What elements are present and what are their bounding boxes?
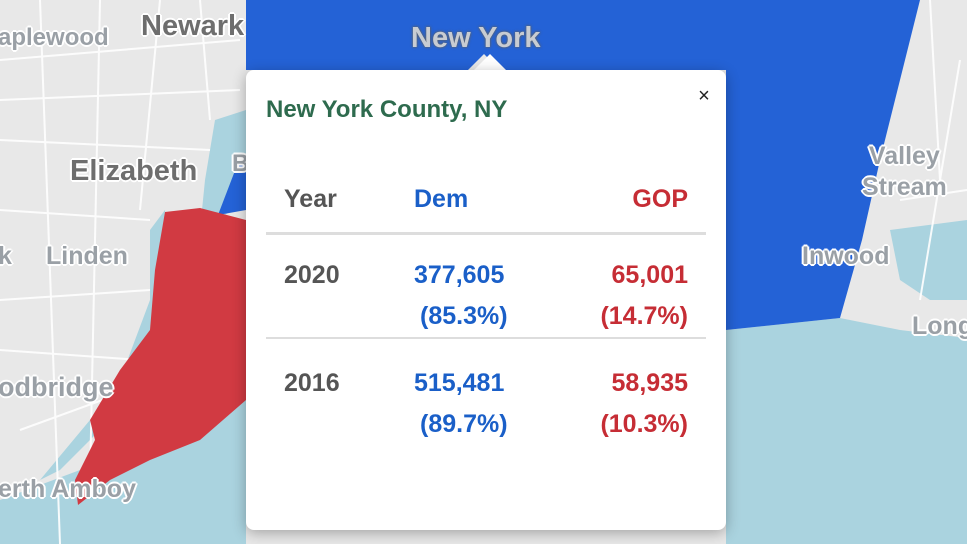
- place-label-linden: Linden: [46, 242, 128, 270]
- column-header-year: Year: [266, 166, 414, 235]
- water-jamaica-bay: [890, 220, 967, 300]
- gop-percent: (10.3%): [600, 410, 688, 438]
- county-results-popup: × New York County, NY Year Dem GOP 2020 …: [246, 70, 726, 530]
- place-label-perth-amboy: erth Amboy: [0, 475, 136, 503]
- place-label-valley-stream: Valley Stream: [862, 142, 947, 201]
- dem-percent: (85.3%): [420, 302, 508, 330]
- county-hudson-dem-sliver[interactable]: [218, 160, 246, 215]
- popup-title: New York County, NY: [266, 96, 508, 123]
- place-label-k-fragment: k: [0, 242, 12, 270]
- column-header-gop: GOP: [594, 166, 706, 235]
- gop-votes: 58,935: [611, 369, 688, 397]
- place-label-maplewood: aplewood: [0, 24, 109, 51]
- row-gop-result: 65,001 (14.7%): [594, 233, 706, 339]
- place-label-inwood: Inwood: [802, 242, 890, 270]
- place-label-newark: Newark: [141, 10, 245, 42]
- popup-pointer: [474, 54, 506, 70]
- close-button[interactable]: ×: [698, 85, 710, 107]
- place-label-b-fragment: B: [232, 150, 250, 177]
- row-gop-result: 58,935 (10.3%): [594, 338, 706, 451]
- results-table: Year Dem GOP 2020 377,605 (85.3%) 65,001…: [266, 166, 706, 451]
- table-row: 2020 377,605 (85.3%) 65,001 (14.7%): [266, 233, 706, 339]
- county-richmond-gop[interactable]: [75, 208, 246, 505]
- table-header-row: Year Dem GOP: [266, 166, 706, 235]
- place-label-woodbridge: odbridge: [0, 372, 114, 402]
- row-year: 2020: [266, 233, 414, 339]
- place-label-new-york: New York: [411, 22, 541, 54]
- dem-votes: 515,481: [414, 369, 505, 397]
- dem-percent: (89.7%): [420, 410, 508, 438]
- row-dem-result: 515,481 (89.7%): [414, 338, 594, 451]
- county-new-york-dem[interactable]: [246, 0, 920, 330]
- place-label-elizabeth: Elizabeth: [70, 155, 198, 187]
- row-year: 2016: [266, 338, 414, 451]
- place-label-long: Long: [912, 312, 967, 340]
- year-value: 2020: [284, 261, 340, 289]
- year-value: 2016: [284, 369, 340, 397]
- column-header-dem: Dem: [414, 166, 594, 235]
- water-lower-bay: [726, 318, 967, 544]
- table-row: 2016 515,481 (89.7%) 58,935 (10.3%): [266, 338, 706, 451]
- gop-votes: 65,001: [611, 261, 688, 289]
- row-dem-result: 377,605 (85.3%): [414, 233, 594, 339]
- gop-percent: (14.7%): [600, 302, 688, 330]
- dem-votes: 377,605: [414, 261, 505, 289]
